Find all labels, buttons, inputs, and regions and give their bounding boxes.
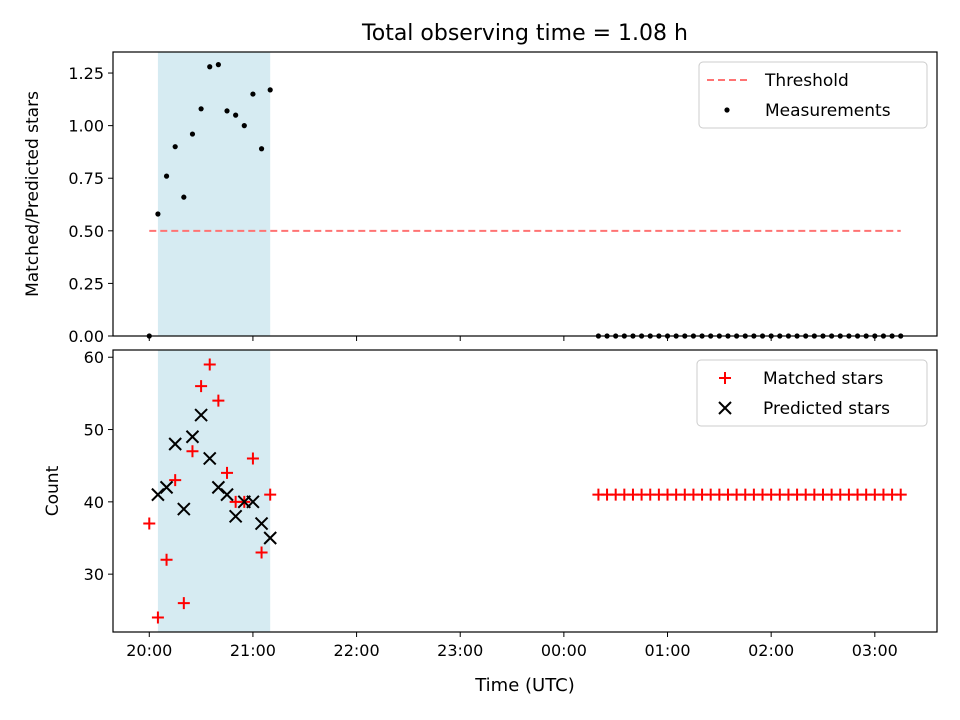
y-axis-label: Count <box>43 465 63 516</box>
y-tick-label: 1.00 <box>68 117 104 136</box>
x-axis-label: Time (UTC) <box>474 675 575 696</box>
y-tick-label: 0.00 <box>68 327 104 346</box>
series-measurements-point <box>189 131 196 137</box>
series-matched-stars-point <box>195 380 208 393</box>
x-tick-label: 23:00 <box>437 641 483 660</box>
y-tick-label: 40 <box>84 493 104 512</box>
legend-threshold-label: Threshold <box>764 71 849 91</box>
series-measurements-point <box>224 108 230 114</box>
series-measurements-point <box>241 123 247 129</box>
series-matched-stars-point <box>143 517 156 530</box>
y-tick-label: 0.75 <box>68 169 104 188</box>
y-tick-label: 60 <box>84 348 104 367</box>
series-measurements-point <box>267 87 273 93</box>
series-predicted-stars-point <box>159 480 174 495</box>
series-predicted-stars-point <box>203 451 217 466</box>
series-matched-stars-point <box>264 488 277 501</box>
series-predicted-stars-point <box>228 509 243 524</box>
x-tick-label: 21:00 <box>230 641 276 660</box>
series-predicted-stars-point <box>263 531 277 545</box>
legend <box>698 61 928 129</box>
series-matched-stars-point <box>160 553 173 566</box>
y-tick-label: 0.25 <box>68 274 104 293</box>
series-matched-stars-point <box>177 597 190 610</box>
series-measurements-point <box>155 211 161 217</box>
y-tick-label: 30 <box>84 565 104 584</box>
chart-title: Total observing time = 1.08 h <box>361 21 688 46</box>
top-panel: 0.00 0.25 0.50 0.75 1.00 1.25 Matched/Predicte… <box>23 51 938 346</box>
shaded-span <box>157 52 271 336</box>
series-predicted-stars-point <box>220 487 234 502</box>
series-predicted-stars-point <box>246 495 260 509</box>
x-tick-label: 01:00 <box>644 641 690 660</box>
legend <box>696 359 928 427</box>
y-tick-label: 1.25 <box>68 64 104 83</box>
series-matched-stars-point <box>894 488 907 501</box>
series-measurements-point <box>163 173 170 179</box>
legend-predicted-stars-label: Predicted stars <box>763 399 890 419</box>
x-tick-label: 02:00 <box>748 641 794 660</box>
series-measurements-point <box>181 194 187 200</box>
series-matched-stars-point <box>151 611 164 624</box>
series-predicted-stars-point <box>168 437 182 451</box>
series-measurements-point <box>250 91 256 97</box>
legend-matched-stars-marker <box>719 372 731 384</box>
series-predicted-stars-point <box>194 408 208 422</box>
x-tick-label: 20:00 <box>126 641 172 660</box>
series-measurements-point <box>258 146 265 152</box>
series-measurements-point <box>172 144 178 150</box>
y-axis-label: Matched/Predicted stars <box>23 91 43 297</box>
legend-measurements-marker <box>724 107 730 113</box>
series-matched-stars-point <box>246 452 259 465</box>
axes-frame <box>112 349 938 633</box>
series-predicted-stars-point <box>254 516 269 531</box>
y-tick-label: 0.50 <box>68 222 104 241</box>
legend-measurements-label: Measurements <box>765 101 891 121</box>
series-measurements-point <box>198 106 204 112</box>
series-measurements-point <box>207 64 213 70</box>
bottom-panel: 30 40 50 60 20:00 21:00 22:00 23:00 00:00 01:00 02… <box>43 348 938 660</box>
y-tick-label: 50 <box>84 421 104 440</box>
series-measurements-point <box>233 112 239 118</box>
series-matched-stars-point <box>203 358 216 371</box>
series-matched-stars-point <box>255 546 268 559</box>
axes-frame <box>112 51 938 337</box>
legend-predicted-stars-marker <box>718 401 732 415</box>
series-predicted-stars-point <box>185 430 200 444</box>
series-matched-stars-point <box>221 466 234 479</box>
x-tick-label: 22:00 <box>334 641 380 660</box>
series-matched-stars-point <box>186 445 199 458</box>
series-matched-stars-point <box>169 474 182 487</box>
x-tick-label: 03:00 <box>852 641 898 660</box>
series-matched-stars-point <box>212 394 225 407</box>
x-tick-label: 00:00 <box>541 641 587 660</box>
series-predicted-stars-point <box>177 502 191 516</box>
legend-matched-stars-label: Matched stars <box>763 369 883 389</box>
series-measurements-point <box>215 62 221 68</box>
